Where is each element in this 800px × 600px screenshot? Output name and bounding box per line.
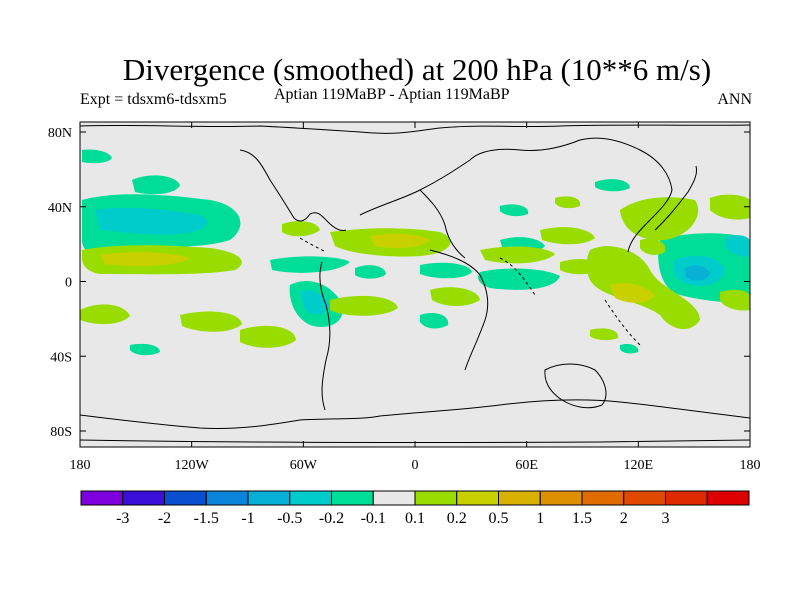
contour-pos-17 [620,197,699,241]
contour-pos-6 [330,295,398,316]
contour-pos-16 [610,283,655,303]
colorbar-swatch [247,490,291,506]
x-tick-label: 60W [290,458,318,473]
colorbar-swatch [414,490,458,506]
coastline-east-asia [654,165,697,231]
colorbar-swatch [164,490,207,506]
contour-pos-3 [80,304,130,325]
colorbar-swatch [498,490,541,506]
experiment-label: Expt = tdsxm6-tdsxm5 [80,91,227,108]
contour-neg-18 [685,265,710,281]
colorbar-swatch [456,490,499,506]
colorbar-label: 0.1 [405,510,425,527]
colorbar-swatch [122,490,165,506]
coastline-africa [429,249,489,371]
season-label: ANN [717,91,752,108]
contour-pos-20 [640,238,666,255]
colorbar-label: -3 [116,510,129,527]
contour-pos-10 [430,287,480,306]
coastline-australia [544,363,607,409]
contour-neg-12 [420,313,449,329]
colorbar-swatch [289,490,332,506]
x-tick-label: 180 [70,458,91,473]
contour-pos-14 [555,196,581,209]
tick-labels: 180 120W 60W 0 60E 120E 180 80N 40N 0 40S 80S [48,126,761,473]
colorbar-label: 3 [662,510,670,527]
contour-neg-5 [270,256,350,273]
y-tick-label: 0 [65,276,72,291]
y-tick-label: 80S [50,425,72,440]
contour-neg-10 [478,268,560,290]
contour-neg-19 [725,235,750,257]
colorbar-label: -1 [241,510,254,527]
colorbar-swatch [581,490,625,506]
colorbar-swatch [665,490,708,506]
y-tick-label: 80N [48,126,72,141]
coastlines [80,124,750,443]
coastline-europe [419,189,466,259]
contour-pos-5 [240,325,296,348]
contour-pos-11 [480,246,555,264]
y-tick-label: 40S [50,350,72,365]
colorbar-swatch [80,490,124,506]
colorbar-swatch [372,490,416,506]
colorbar-label: -0.5 [277,510,302,527]
colorbar-swatch [623,490,666,506]
contour-neg-14 [595,179,630,192]
contour-neg-15 [500,204,529,217]
contour-neg-4 [132,175,180,195]
period-label: Aptian 119MaBP - Aptian 119MaBP [274,86,510,103]
plot-title: Divergence (smoothed) at 200 hPa (10**6 … [122,52,712,87]
x-tick-label: 60E [515,458,538,473]
contour-pos-21 [590,328,619,341]
x-tick-label: 180 [740,458,761,473]
colorbar-swatch [539,490,583,506]
coastline-islands [299,237,641,346]
contour-neg-8 [355,265,386,279]
tick-marks [79,122,751,447]
x-tick-label: 120W [175,458,210,473]
y-tick-label: 40N [48,201,72,216]
colorbar-swatch [331,490,374,506]
coastline-eurasia [359,137,673,253]
colorbar-swatch [205,490,249,506]
contour-pos-4 [180,311,242,332]
colorbar-label: -2 [158,510,171,527]
colorbar-label: 0.2 [447,510,467,527]
coastline-south [80,439,750,443]
colorbar-label: -0.1 [361,510,386,527]
divergence-contours [80,149,750,356]
contour-pos-8 [370,233,430,248]
coastline-antarctica [80,399,750,429]
contour-pos-2 [100,252,190,266]
contour-pos-18 [710,194,750,220]
coastline-north-america [239,149,347,231]
contour-neg-20 [620,343,639,354]
colorbar-label: -0.2 [319,510,344,527]
contour-neg-9 [420,262,472,279]
contour-pos-12 [540,227,595,245]
contour-neg-3 [82,149,112,164]
colorbar-label: 1.5 [572,510,592,527]
colorbar-label: 0.5 [489,510,509,527]
x-tick-label: 120E [624,458,654,473]
colorbar-label: 2 [620,510,628,527]
contour-neg-13 [130,343,160,356]
coastline-south-america [319,261,331,411]
contour-pos-9 [282,221,320,237]
colorbar-label: 1 [536,510,544,527]
coastline-north [80,124,750,134]
map-panel: 180 120W 60W 0 60E 120E 180 80N 40N 0 40S 80S [48,121,761,473]
contour-neg-2 [95,207,208,235]
colorbar: -3 -2 -1.5 -1 -0.5 -0.2 -0.1 0.1 0.2 0.5 1 1.5 2 3 [80,490,750,527]
x-tick-label: 0 [412,458,419,473]
contour-pos-19 [720,289,750,311]
colorbar-swatch [706,490,750,506]
colorbar-label: -1.5 [194,510,219,527]
